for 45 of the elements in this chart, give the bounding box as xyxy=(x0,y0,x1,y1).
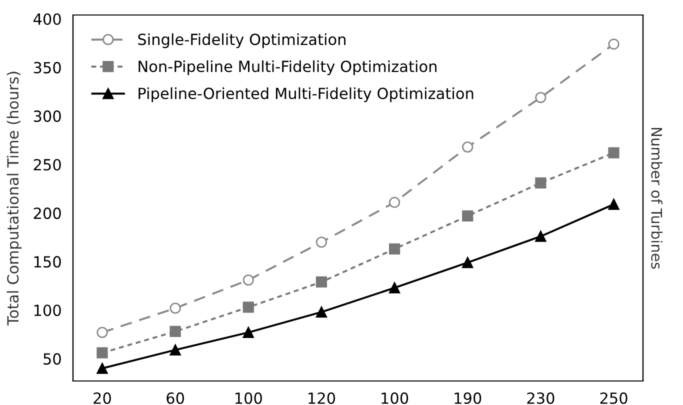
x-tick-label: 190 xyxy=(454,392,482,404)
point xyxy=(242,302,254,313)
point xyxy=(462,210,474,222)
y-tick-label: 300 xyxy=(34,110,61,122)
legend-label: Single-Fidelity Optimization xyxy=(138,33,346,48)
x-tick-label: 20 xyxy=(94,392,111,404)
y2-axis-title: Number of Turbines xyxy=(651,128,662,269)
point xyxy=(535,177,546,189)
y-tick-label: 200 xyxy=(34,208,61,220)
point xyxy=(608,38,620,50)
x-tick-label: 250 xyxy=(600,392,628,404)
point xyxy=(388,196,400,208)
y-tick-label: 100 xyxy=(34,304,61,316)
point xyxy=(170,344,181,356)
y-tick-label: 50 xyxy=(44,353,61,365)
legend-label: Non-Pipeline Multi-Fidelity Optimization xyxy=(138,60,436,76)
x-tick-label: 100 xyxy=(235,392,262,404)
point xyxy=(535,230,546,242)
point xyxy=(96,326,108,338)
y-axis-title: Total Computational Time (hours) xyxy=(6,72,22,326)
x-tick-label: 100 xyxy=(382,392,408,404)
point xyxy=(388,282,400,294)
point xyxy=(535,92,546,104)
point xyxy=(96,347,108,358)
x-tick-label: 230 xyxy=(527,392,554,404)
point xyxy=(608,147,620,158)
point xyxy=(96,362,108,374)
point xyxy=(316,236,328,248)
point xyxy=(462,141,474,153)
point xyxy=(608,198,620,210)
point xyxy=(242,326,254,338)
point xyxy=(170,326,181,338)
point xyxy=(316,276,328,288)
y-tick-label: 400 xyxy=(33,13,61,25)
point xyxy=(316,306,328,318)
x-tick-label: 120 xyxy=(308,392,336,404)
point xyxy=(462,257,474,268)
legend-label: Pipeline-Oriented Multi-Fidelity Optimization xyxy=(138,87,474,102)
point xyxy=(242,274,254,286)
point xyxy=(170,302,181,314)
y-tick-label: 150 xyxy=(34,256,61,268)
x-tick-label: 60 xyxy=(166,392,184,404)
y-tick-label: 350 xyxy=(34,62,61,74)
y-tick-label: 250 xyxy=(34,158,61,171)
point xyxy=(388,243,400,255)
